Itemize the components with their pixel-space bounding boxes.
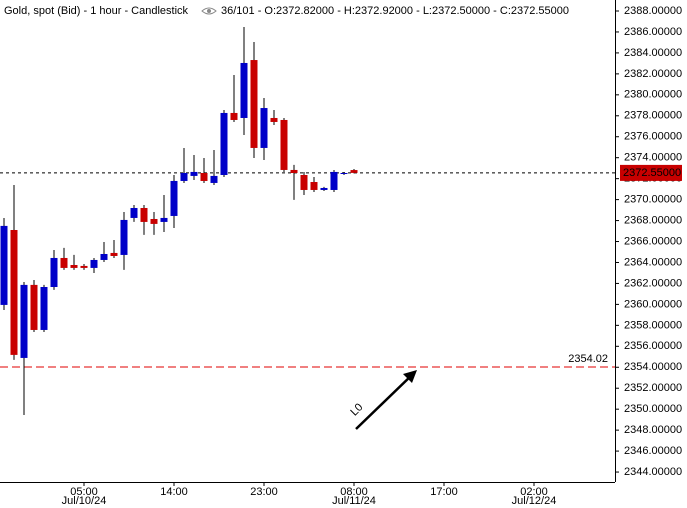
y-tick-label: 2370.00000 [624,194,682,206]
arrow-line [355,372,415,430]
y-tick-label: 2384.00000 [624,47,682,59]
y-tick-label: 2378.00000 [624,110,682,122]
candle-body [180,172,188,181]
chart-title: Gold, spot (Bid) - 1 hour - Candlestick [4,5,189,17]
y-tick-label: 2354.00000 [624,361,682,373]
candle-body [330,171,338,190]
candle-body [10,229,18,355]
y-tick-label: 2376.00000 [624,131,682,143]
ohlc-info: 36/101 - O:2372.82000 - H:2372.92000 - L… [221,5,569,17]
eye-icon-pupil [207,9,211,13]
y-tick-label: 2350.00000 [624,403,682,415]
candle-body [120,219,128,255]
x-tick-label: 05:00 [70,486,98,498]
y-tick-label: 2346.00000 [624,445,682,457]
x-tick-label: 08:00 [340,486,368,498]
candle-body [170,180,178,216]
candle-body [40,286,48,330]
x-tick-label: 17:00 [430,486,458,498]
x-tick-label: 23:00 [250,486,278,498]
y-tick-label: 2358.00000 [624,319,682,331]
y-tick-label: 2362.00000 [624,277,682,289]
candle-body [30,284,38,330]
candle-body [220,112,228,175]
candle-body [130,207,138,218]
date-label: Jul/12/24 [512,495,557,507]
y-tick-label: 2344.00000 [624,466,682,478]
candle-body [280,119,288,170]
last-price-label: 2372.55000 [623,167,681,179]
candle-body [230,112,238,120]
x-tick-label: 02:00 [520,486,548,498]
level-label: 2354.02 [568,353,608,365]
y-tick-label: 2366.00000 [624,235,682,247]
x-tick-label: 14:00 [160,486,188,498]
candle-body [350,170,358,173]
candle-body [140,207,148,222]
candle-body [80,265,88,268]
candle-body [60,257,68,268]
date-label: Jul/10/24 [62,495,107,507]
candle-body [110,252,118,256]
candle-body [300,174,308,190]
candle-body [320,187,328,190]
candle-body [200,172,208,181]
y-tick-label: 2356.00000 [624,340,682,352]
candle-body [0,225,8,305]
candle-body [260,108,268,148]
candle-body [150,218,158,224]
candle-body [20,284,28,358]
candle-body [270,117,278,122]
candle-body [160,217,168,222]
y-tick-label: 2380.00000 [624,89,682,101]
candle-body [190,171,198,176]
y-tick-label: 2360.00000 [624,298,682,310]
y-tick-label: 2348.00000 [624,424,682,436]
candle-body [210,175,218,183]
candle-body [50,257,58,287]
candle-body [250,60,258,148]
arrow-head [403,370,417,383]
y-tick-label: 2352.00000 [624,382,682,394]
date-label: Jul/11/24 [332,495,376,507]
y-tick-label: 2364.00000 [624,256,682,268]
candle-body [310,182,318,190]
y-tick-label: 2388.00000 [624,5,682,17]
candle-body [340,172,348,174]
y-tick-label: 2368.00000 [624,214,682,226]
last-price-box [620,164,682,181]
y-tick-label: 2374.00000 [624,152,682,164]
candle-body [100,253,108,260]
candle-body [90,259,98,268]
candle-body [70,264,78,268]
y-tick-label: 2382.00000 [624,68,682,80]
eye-icon[interactable] [201,7,217,15]
candle-body [240,62,248,118]
candle-body [290,169,298,173]
y-tick-label: 2386.00000 [624,26,682,38]
